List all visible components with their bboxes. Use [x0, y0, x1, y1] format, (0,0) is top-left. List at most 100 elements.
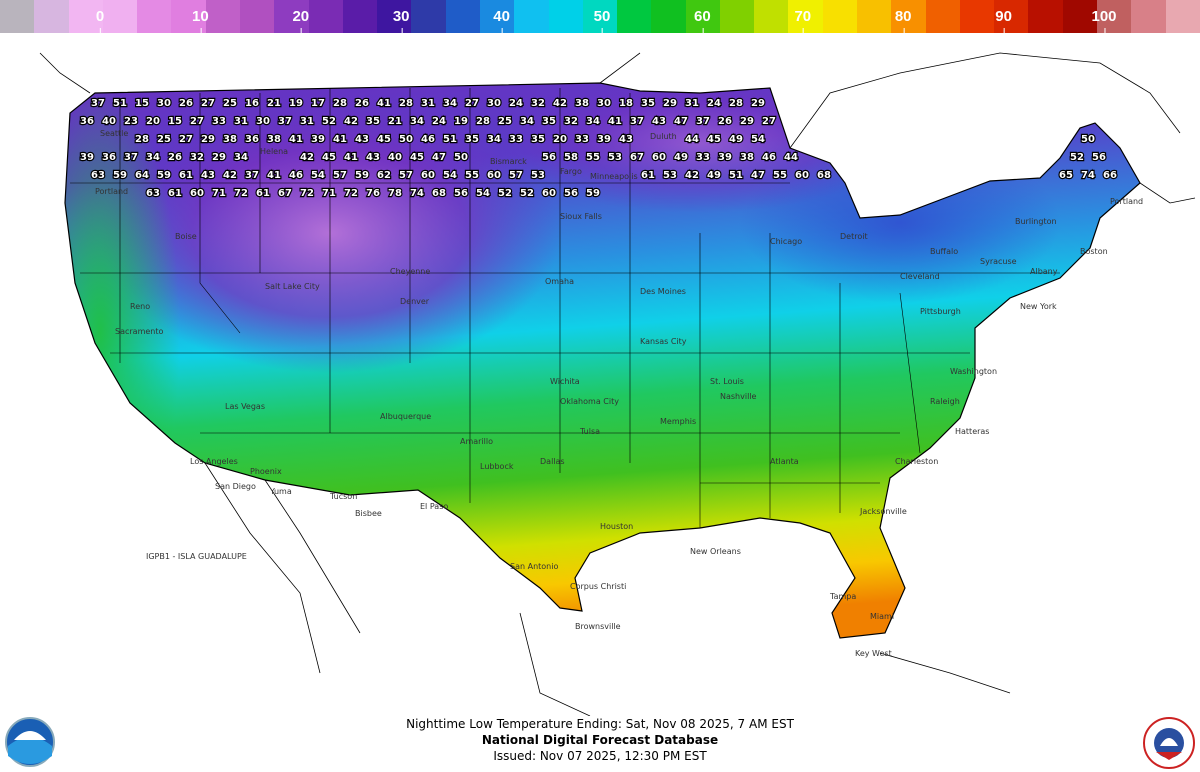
- legend-swatch: [685, 0, 720, 33]
- temperature-value: 24: [509, 98, 523, 109]
- city-name: Tucson: [329, 492, 357, 501]
- temperature-value: 52: [520, 188, 534, 199]
- issued-time: Issued: Nov 07 2025, 12:30 PM EST: [493, 749, 707, 763]
- temperature-value: 55: [773, 170, 787, 181]
- city-name: Oklahoma City: [560, 397, 619, 406]
- temperature-value: 29: [663, 98, 677, 109]
- temperature-value: 42: [223, 170, 237, 181]
- legend-swatch: [719, 0, 755, 33]
- temperature-value: 40: [388, 152, 402, 163]
- legend-swatch: [342, 0, 378, 33]
- temperature-value: 40: [102, 116, 116, 127]
- temperature-value: 62: [377, 170, 391, 181]
- city-name: Portland: [95, 187, 128, 196]
- temperature-value: 37: [630, 116, 644, 127]
- temperature-value: 44: [784, 152, 798, 163]
- temperature-value: 78: [388, 188, 402, 199]
- temperature-value: 31: [685, 98, 699, 109]
- temperature-value: 61: [256, 188, 270, 199]
- temperature-value: 57: [399, 170, 413, 181]
- temperature-value: 30: [157, 98, 171, 109]
- temperature-value: 35: [531, 134, 545, 145]
- city-name: Cheyenne: [390, 267, 430, 276]
- temperature-value: 25: [223, 98, 237, 109]
- city-name: Pittsburgh: [920, 307, 961, 316]
- temperature-value: 47: [674, 116, 688, 127]
- legend-swatch: [1062, 0, 1097, 33]
- temperature-value: 36: [80, 116, 94, 127]
- temperature-value: 74: [1081, 170, 1095, 181]
- temperature-value: 53: [608, 152, 622, 163]
- temperature-value: 56: [1092, 152, 1106, 163]
- temperature-value: 26: [718, 116, 732, 127]
- temperature-value: 71: [212, 188, 226, 199]
- temperature-value: 41: [267, 170, 281, 181]
- city-name: Nashville: [720, 392, 757, 401]
- city-name: El Paso: [420, 502, 448, 511]
- legend-swatch: [137, 0, 172, 33]
- temperature-value: 60: [652, 152, 666, 163]
- city-name: Sacramento: [115, 327, 163, 336]
- city-name: Minneapolis: [590, 172, 638, 181]
- city-name: Bisbee: [355, 509, 382, 518]
- temperature-value: 43: [366, 152, 380, 163]
- legend-swatch: [1131, 0, 1166, 33]
- temperature-value: 35: [641, 98, 655, 109]
- city-name: Albuquerque: [380, 412, 431, 421]
- temperature-value: 37: [124, 152, 138, 163]
- temperature-value: 29: [201, 134, 215, 145]
- city-name: Amarillo: [460, 437, 493, 446]
- temperature-value: 33: [212, 116, 226, 127]
- legend-swatch: [617, 0, 652, 33]
- city-name: Albany: [1030, 267, 1058, 276]
- temperature-value: 44: [685, 134, 699, 145]
- temperature-value: 74: [410, 188, 424, 199]
- temperature-value: 17: [311, 98, 325, 109]
- temperature-value: 45: [377, 134, 391, 145]
- city-name: Tampa: [829, 592, 856, 601]
- temperature-value: 27: [465, 98, 479, 109]
- temperature-value: 33: [509, 134, 523, 145]
- city-name: Corpus Christi: [570, 582, 626, 591]
- noaa-logo: [5, 717, 55, 767]
- temperature-value: 59: [113, 170, 127, 181]
- city-name: Denver: [400, 297, 430, 306]
- legend-swatch: [171, 0, 206, 33]
- nws-logo: [1143, 717, 1195, 769]
- legend-swatch: [1165, 0, 1200, 33]
- city-name: Bismarck: [490, 157, 527, 166]
- temperature-value: 25: [157, 134, 171, 145]
- temperature-value: 27: [201, 98, 215, 109]
- data-source: National Digital Forecast Database: [481, 733, 719, 747]
- city-name: Brownsville: [575, 622, 621, 631]
- temperature-value: 19: [454, 116, 468, 127]
- temperature-value: 50: [454, 152, 468, 163]
- temperature-value: 57: [333, 170, 347, 181]
- temperature-value: 20: [553, 134, 567, 145]
- city-name: Detroit: [840, 232, 868, 241]
- temperature-value: 76: [366, 188, 380, 199]
- temperature-value: 32: [564, 116, 578, 127]
- temperature-value: 50: [399, 134, 413, 145]
- temperature-value: 52: [498, 188, 512, 199]
- legend-swatch: [857, 0, 892, 33]
- temperature-value: 61: [168, 188, 182, 199]
- temperature-value: 16: [245, 98, 259, 109]
- city-name: Salt Lake City: [265, 282, 320, 291]
- temperature-value: 58: [564, 152, 578, 163]
- temperature-value: 72: [300, 188, 314, 199]
- temperature-value: 63: [91, 170, 105, 181]
- temperature-value: 60: [190, 188, 204, 199]
- temperature-value: 31: [421, 98, 435, 109]
- temperature-value: 38: [575, 98, 589, 109]
- temperature-value: 43: [201, 170, 215, 181]
- temperature-value: 34: [586, 116, 600, 127]
- temperature-value: 34: [487, 134, 501, 145]
- legend-swatch: [788, 0, 823, 33]
- city-name: Las Vegas: [225, 402, 265, 411]
- temperature-value: 38: [267, 134, 281, 145]
- temperature-value: 28: [476, 116, 490, 127]
- temperature-value: 41: [344, 152, 358, 163]
- temperature-value: 50: [1081, 134, 1095, 145]
- city-labels: Seattle Portland Boise Helena Salt Lake City…: [95, 129, 1143, 658]
